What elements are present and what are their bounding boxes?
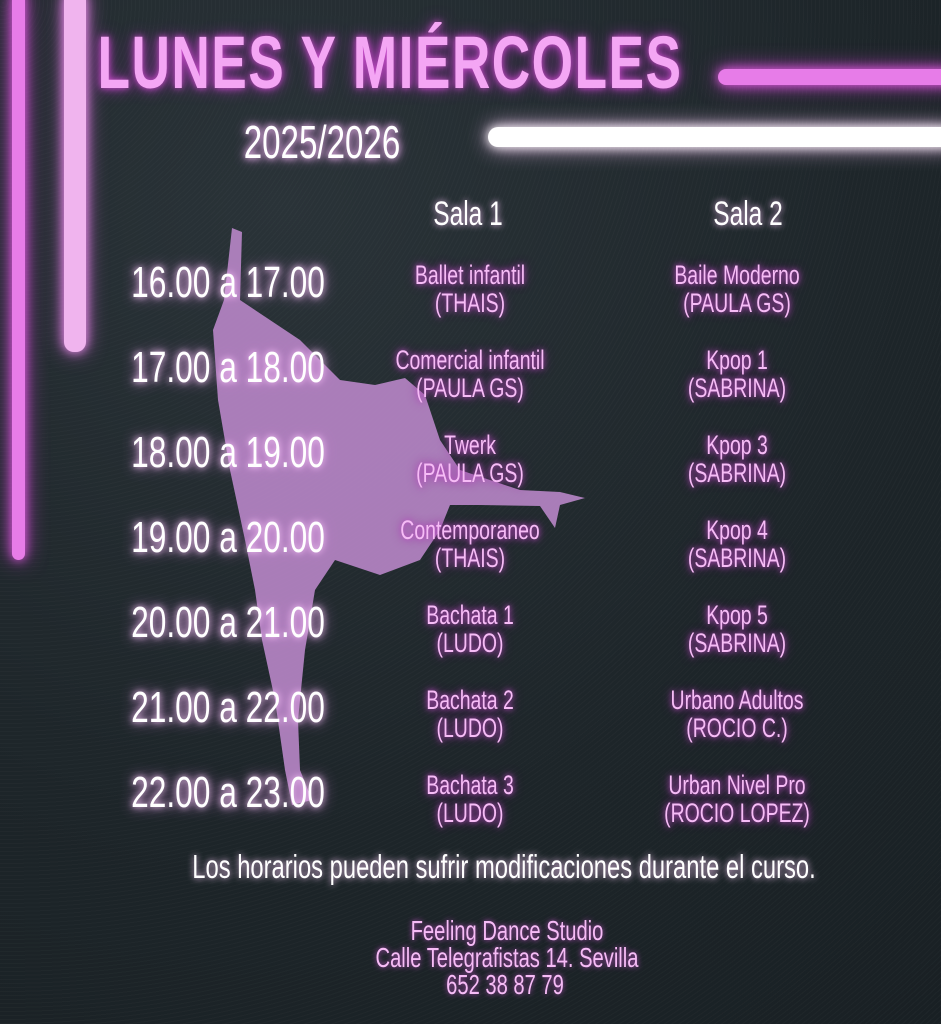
sala2-class: Kpop 4	[706, 515, 768, 545]
time-slot: 18.00 a 19.00	[131, 428, 325, 477]
sala2-teacher: (SABRINA)	[687, 628, 787, 658]
schedule-note: Los horarios pueden sufrir modificacione…	[192, 848, 816, 885]
sala1-class: Bachata 2	[426, 685, 514, 715]
sala1-teacher: (PAULA GS)	[416, 458, 524, 488]
time-slot: 22.00 a 23.00	[131, 768, 325, 817]
studio-name: Feeling Dance Studio	[410, 915, 604, 946]
neon-bar-white	[488, 127, 941, 147]
sala2-class: Kpop 1	[706, 345, 768, 375]
sala1-class: Comercial infantil	[395, 345, 545, 375]
time-slot: 17.00 a 18.00	[131, 343, 325, 392]
sala1-teacher: (LUDO)	[436, 713, 504, 743]
sala2-class: Urbano Adultos	[670, 685, 804, 715]
sala2-teacher: (PAULA GS)	[683, 288, 791, 318]
studio-phone: 652 38 87 79	[446, 969, 564, 1000]
sala1-class: Bachata 3	[426, 770, 514, 800]
sala1-class: Contemporaneo	[400, 515, 540, 545]
time-slot: 20.00 a 21.00	[131, 598, 325, 647]
sala1-teacher: (LUDO)	[436, 628, 504, 658]
neon-bar-top-right	[718, 69, 941, 85]
sala1-teacher: (PAULA GS)	[416, 373, 524, 403]
sala2-class: Kpop 5	[706, 600, 768, 630]
time-slot: 16.00 a 17.00	[131, 258, 325, 307]
time-slot: 19.00 a 20.00	[131, 513, 325, 562]
sala1-class: Twerk	[444, 430, 496, 460]
sala2-class: Baile Moderno	[674, 260, 800, 290]
sala1-teacher: (THAIS)	[434, 288, 506, 318]
studio-address: Calle Telegrafistas 14. Sevilla	[375, 942, 639, 973]
page-title: LUNES Y MIÉRCOLES	[97, 21, 683, 104]
sala1-teacher: (THAIS)	[434, 543, 506, 573]
sala2-teacher: (SABRINA)	[687, 373, 787, 403]
room-header-1: Sala 1	[433, 195, 503, 233]
room-header-2: Sala 2	[713, 195, 783, 233]
sala2-teacher: (SABRINA)	[687, 458, 787, 488]
season-year: 2025/2026	[243, 116, 401, 168]
sala2-teacher: (SABRINA)	[687, 543, 787, 573]
sala2-class: Urban Nivel Pro	[668, 770, 806, 800]
neon-bar-left	[12, 0, 25, 560]
sala1-teacher: (LUDO)	[436, 798, 504, 828]
time-slot: 21.00 a 22.00	[131, 683, 325, 732]
sala2-class: Kpop 3	[706, 430, 768, 460]
neon-bar-left-inner	[64, 0, 86, 352]
sala1-class: Bachata 1	[426, 600, 514, 630]
sala2-teacher: (ROCIO C.)	[686, 713, 788, 743]
sala1-class: Ballet infantil	[414, 260, 526, 290]
sala2-teacher: (ROCIO LOPEZ)	[664, 798, 810, 828]
